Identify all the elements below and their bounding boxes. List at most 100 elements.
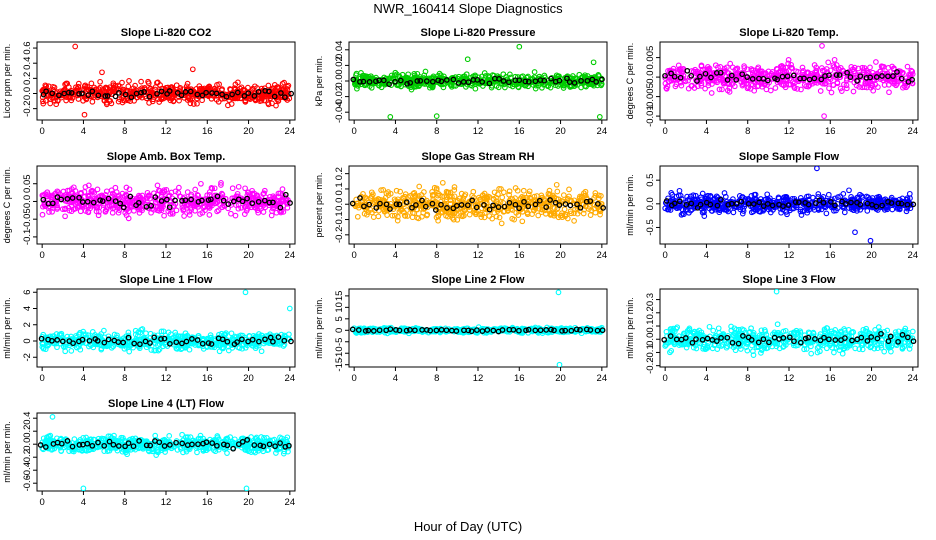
- reference-point: [271, 93, 278, 100]
- data-point: [367, 206, 374, 213]
- data-point: [151, 347, 158, 354]
- reference-point: [282, 94, 288, 101]
- data-point: [120, 201, 127, 208]
- reference-point: [261, 197, 268, 204]
- reference-point: [69, 195, 76, 201]
- data-point: [353, 70, 360, 77]
- data-point: [45, 191, 51, 198]
- data-point: [843, 85, 850, 92]
- reference-point: [423, 78, 430, 84]
- panel-title: Slope Sample Flow: [739, 151, 840, 163]
- reference-point: [413, 202, 419, 208]
- reference-point: [65, 89, 72, 96]
- data-point: [663, 85, 670, 92]
- reference-point: [717, 69, 724, 76]
- data-point: [424, 211, 431, 218]
- data-point: [470, 188, 477, 195]
- data-point: [279, 80, 286, 87]
- data-point: [759, 83, 765, 90]
- x-tick-label: 4: [393, 250, 398, 261]
- data-point: [78, 189, 84, 196]
- data-point: [215, 98, 222, 105]
- data-point: [395, 196, 401, 203]
- y-tick-label: 0.0: [22, 87, 33, 100]
- data-point: [88, 80, 95, 87]
- figure-title: NWR_160414 Slope Diagnostics: [373, 1, 563, 16]
- data-point: [900, 84, 906, 91]
- data-point: [112, 184, 119, 191]
- x-tick-label: 24: [597, 250, 608, 261]
- reference-point: [403, 199, 410, 206]
- reference-point: [780, 203, 786, 210]
- data-point: [363, 195, 370, 202]
- panel-4: Slope Amb. Box Temp.0 4 8 12 16 20 24-0.1-0.05…: [2, 151, 296, 261]
- reference-point: [357, 78, 363, 85]
- reference-point: [556, 202, 563, 208]
- y-tick-label: 0: [22, 338, 33, 343]
- data-point: [666, 79, 672, 85]
- data-point: [889, 63, 895, 70]
- reference-point: [811, 75, 818, 82]
- reference-point: [112, 198, 119, 204]
- data-point: [235, 183, 242, 190]
- data-point: [235, 79, 241, 86]
- data-point: [519, 218, 526, 225]
- data-point: [682, 78, 689, 85]
- data-point: [404, 213, 411, 219]
- x-tick-label: 20: [243, 250, 254, 261]
- outlier-point: [590, 59, 597, 66]
- reference-point: [43, 88, 49, 95]
- data-point: [227, 86, 233, 92]
- data-point: [148, 209, 154, 216]
- panel-title: Slope Li-820 CO2: [121, 27, 211, 39]
- data-point: [63, 97, 69, 104]
- data-point: [745, 84, 752, 91]
- x-tick-label: 4: [81, 373, 86, 384]
- outlier-point: [242, 289, 249, 296]
- data-point: [502, 84, 508, 91]
- reference-point: [148, 202, 155, 209]
- data-point: [367, 195, 374, 202]
- y-tick-label: 6: [22, 290, 33, 295]
- data-point: [80, 328, 87, 335]
- data-point: [68, 348, 75, 354]
- reference-point: [188, 196, 194, 203]
- y-tick-label: 0.5: [645, 174, 656, 187]
- reference-point: [213, 90, 220, 97]
- outlier-point: [286, 305, 293, 312]
- data-point: [73, 339, 79, 346]
- data-point: [555, 214, 562, 221]
- reference-point: [677, 74, 684, 81]
- data-point: [160, 95, 167, 102]
- reference-point: [486, 80, 493, 87]
- reference-point: [516, 77, 523, 84]
- data-point: [207, 332, 214, 338]
- reference-point: [360, 78, 367, 85]
- reference-point: [873, 203, 880, 210]
- reference-point: [455, 80, 462, 86]
- data-point: [847, 76, 854, 83]
- data-point: [375, 213, 382, 220]
- reference-point: [676, 198, 683, 205]
- y-axis-label: Licor ppm per min.: [2, 44, 12, 119]
- reference-point: [697, 201, 704, 208]
- y-axis-label: ml/min per min.: [625, 174, 635, 236]
- data-point: [147, 330, 154, 337]
- reference-point: [397, 77, 404, 84]
- reference-point: [479, 79, 486, 85]
- reference-point: [245, 338, 251, 345]
- reference-point: [128, 94, 135, 101]
- data-point: [104, 204, 111, 210]
- data-point: [720, 80, 727, 87]
- data-point: [42, 191, 49, 197]
- data-point: [166, 192, 173, 199]
- data-point: [498, 220, 505, 227]
- data-point: [193, 86, 200, 92]
- data-point: [795, 69, 801, 75]
- data-point: [440, 84, 447, 91]
- data-point: [561, 206, 568, 213]
- data-point: [182, 330, 189, 337]
- data-point: [460, 195, 467, 202]
- x-tick-label: 4: [393, 126, 398, 137]
- data-point: [245, 189, 252, 196]
